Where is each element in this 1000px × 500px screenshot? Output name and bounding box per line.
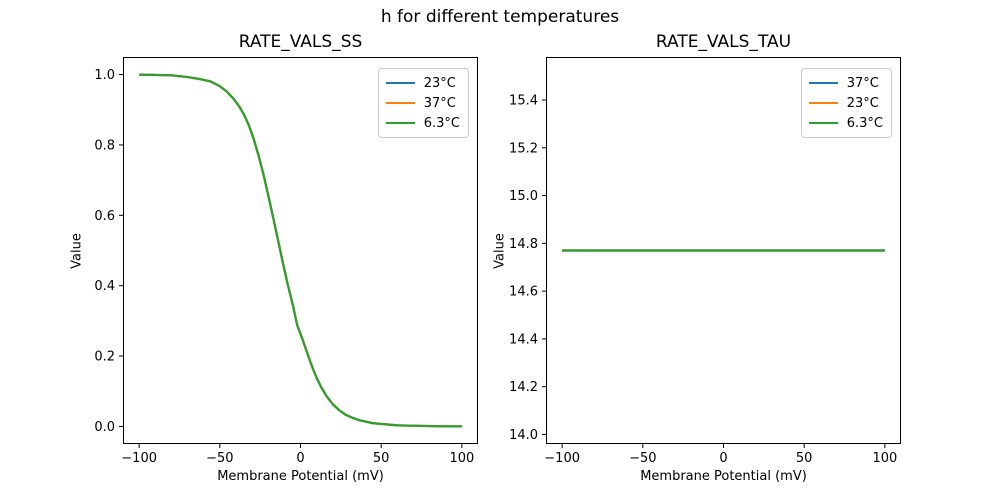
x-axis-label: Membrane Potential (mV)	[640, 469, 807, 484]
x-tick-label: 0	[719, 451, 727, 466]
axes-spines	[546, 57, 901, 444]
legend-label: 37°C	[423, 95, 456, 111]
x-tick-label: −50	[629, 451, 656, 466]
y-tick-label: 1.0	[94, 68, 115, 83]
y-tick-label: 15.2	[509, 141, 538, 156]
subplot-rate-vals-tau: RATE_VALS_TAU Value Membrane Potential (…	[493, 32, 901, 484]
y-axis-label: Value	[69, 232, 85, 269]
legend: 23°C 37°C 6.3°C	[377, 68, 469, 138]
series-line-6.3°C	[139, 73, 462, 428]
y-tick-label: 0.0	[94, 420, 115, 435]
y-axis-label: Value	[492, 232, 508, 269]
axes-title: RATE_VALS_TAU	[655, 32, 792, 52]
figure-title: h for different temperatures	[380, 7, 620, 27]
y-tick-label: 0.2	[94, 350, 115, 365]
y-tick-label: 14.8	[509, 237, 538, 252]
x-tick-label: −50	[206, 451, 233, 466]
legend-line-sample	[808, 122, 838, 124]
legend-label: 6.3°C	[423, 115, 460, 131]
legend-line-sample	[385, 82, 415, 84]
legend-label: 23°C	[846, 95, 879, 111]
axes-plot-area: −100 −50 0 50 100 0.0 0.2 0.4 0.6 0.8 1.0	[94, 57, 478, 466]
x-tick-label: 100	[449, 451, 474, 466]
x-axis-label: Membrane Potential (mV)	[217, 469, 384, 484]
x-tick-label: 50	[373, 451, 390, 466]
legend-entry: 23°C	[808, 93, 883, 113]
legend-line-sample	[808, 82, 838, 84]
legend-entry: 6.3°C	[385, 113, 460, 133]
legend-entry: 23°C	[385, 73, 460, 93]
legend-label: 23°C	[423, 75, 456, 91]
axes-title: RATE_VALS_SS	[238, 32, 363, 52]
legend-line-sample	[808, 102, 838, 104]
y-tick-label: 0.4	[94, 279, 115, 294]
subplot-rate-vals-ss: RATE_VALS_SS Value Membrane Potential (m…	[70, 32, 478, 484]
y-tick-label: 15.0	[509, 189, 538, 204]
y-tick-label: 14.2	[509, 380, 538, 395]
axes-plot-area: −100 −50 0 50 100 14.0 14.2 14.4 14.6 14.8 15.0 15.…	[509, 57, 901, 466]
x-tick-label: 0	[296, 451, 304, 466]
legend-line-sample	[385, 102, 415, 104]
x-tick-label: −100	[121, 451, 157, 466]
y-tick-label: 14.0	[509, 428, 538, 443]
legend-label: 37°C	[846, 75, 879, 91]
legend-entry: 37°C	[808, 73, 883, 93]
x-tick-label: 50	[796, 451, 813, 466]
y-tick-label: 0.8	[94, 138, 115, 153]
legend-line-sample	[385, 122, 415, 124]
legend: 37°C 23°C 6.3°C	[800, 68, 892, 138]
y-tick-label: 0.6	[94, 209, 115, 224]
legend-label: 6.3°C	[846, 115, 883, 131]
y-tick-label: 14.4	[509, 332, 538, 347]
x-tick-label: 100	[872, 451, 897, 466]
y-tick-label: 15.4	[509, 94, 538, 109]
x-tick-label: −100	[544, 451, 580, 466]
y-tick-label: 14.6	[509, 285, 538, 300]
legend-entry: 37°C	[385, 93, 460, 113]
legend-entry: 6.3°C	[808, 113, 883, 133]
axes-spines	[123, 57, 478, 444]
